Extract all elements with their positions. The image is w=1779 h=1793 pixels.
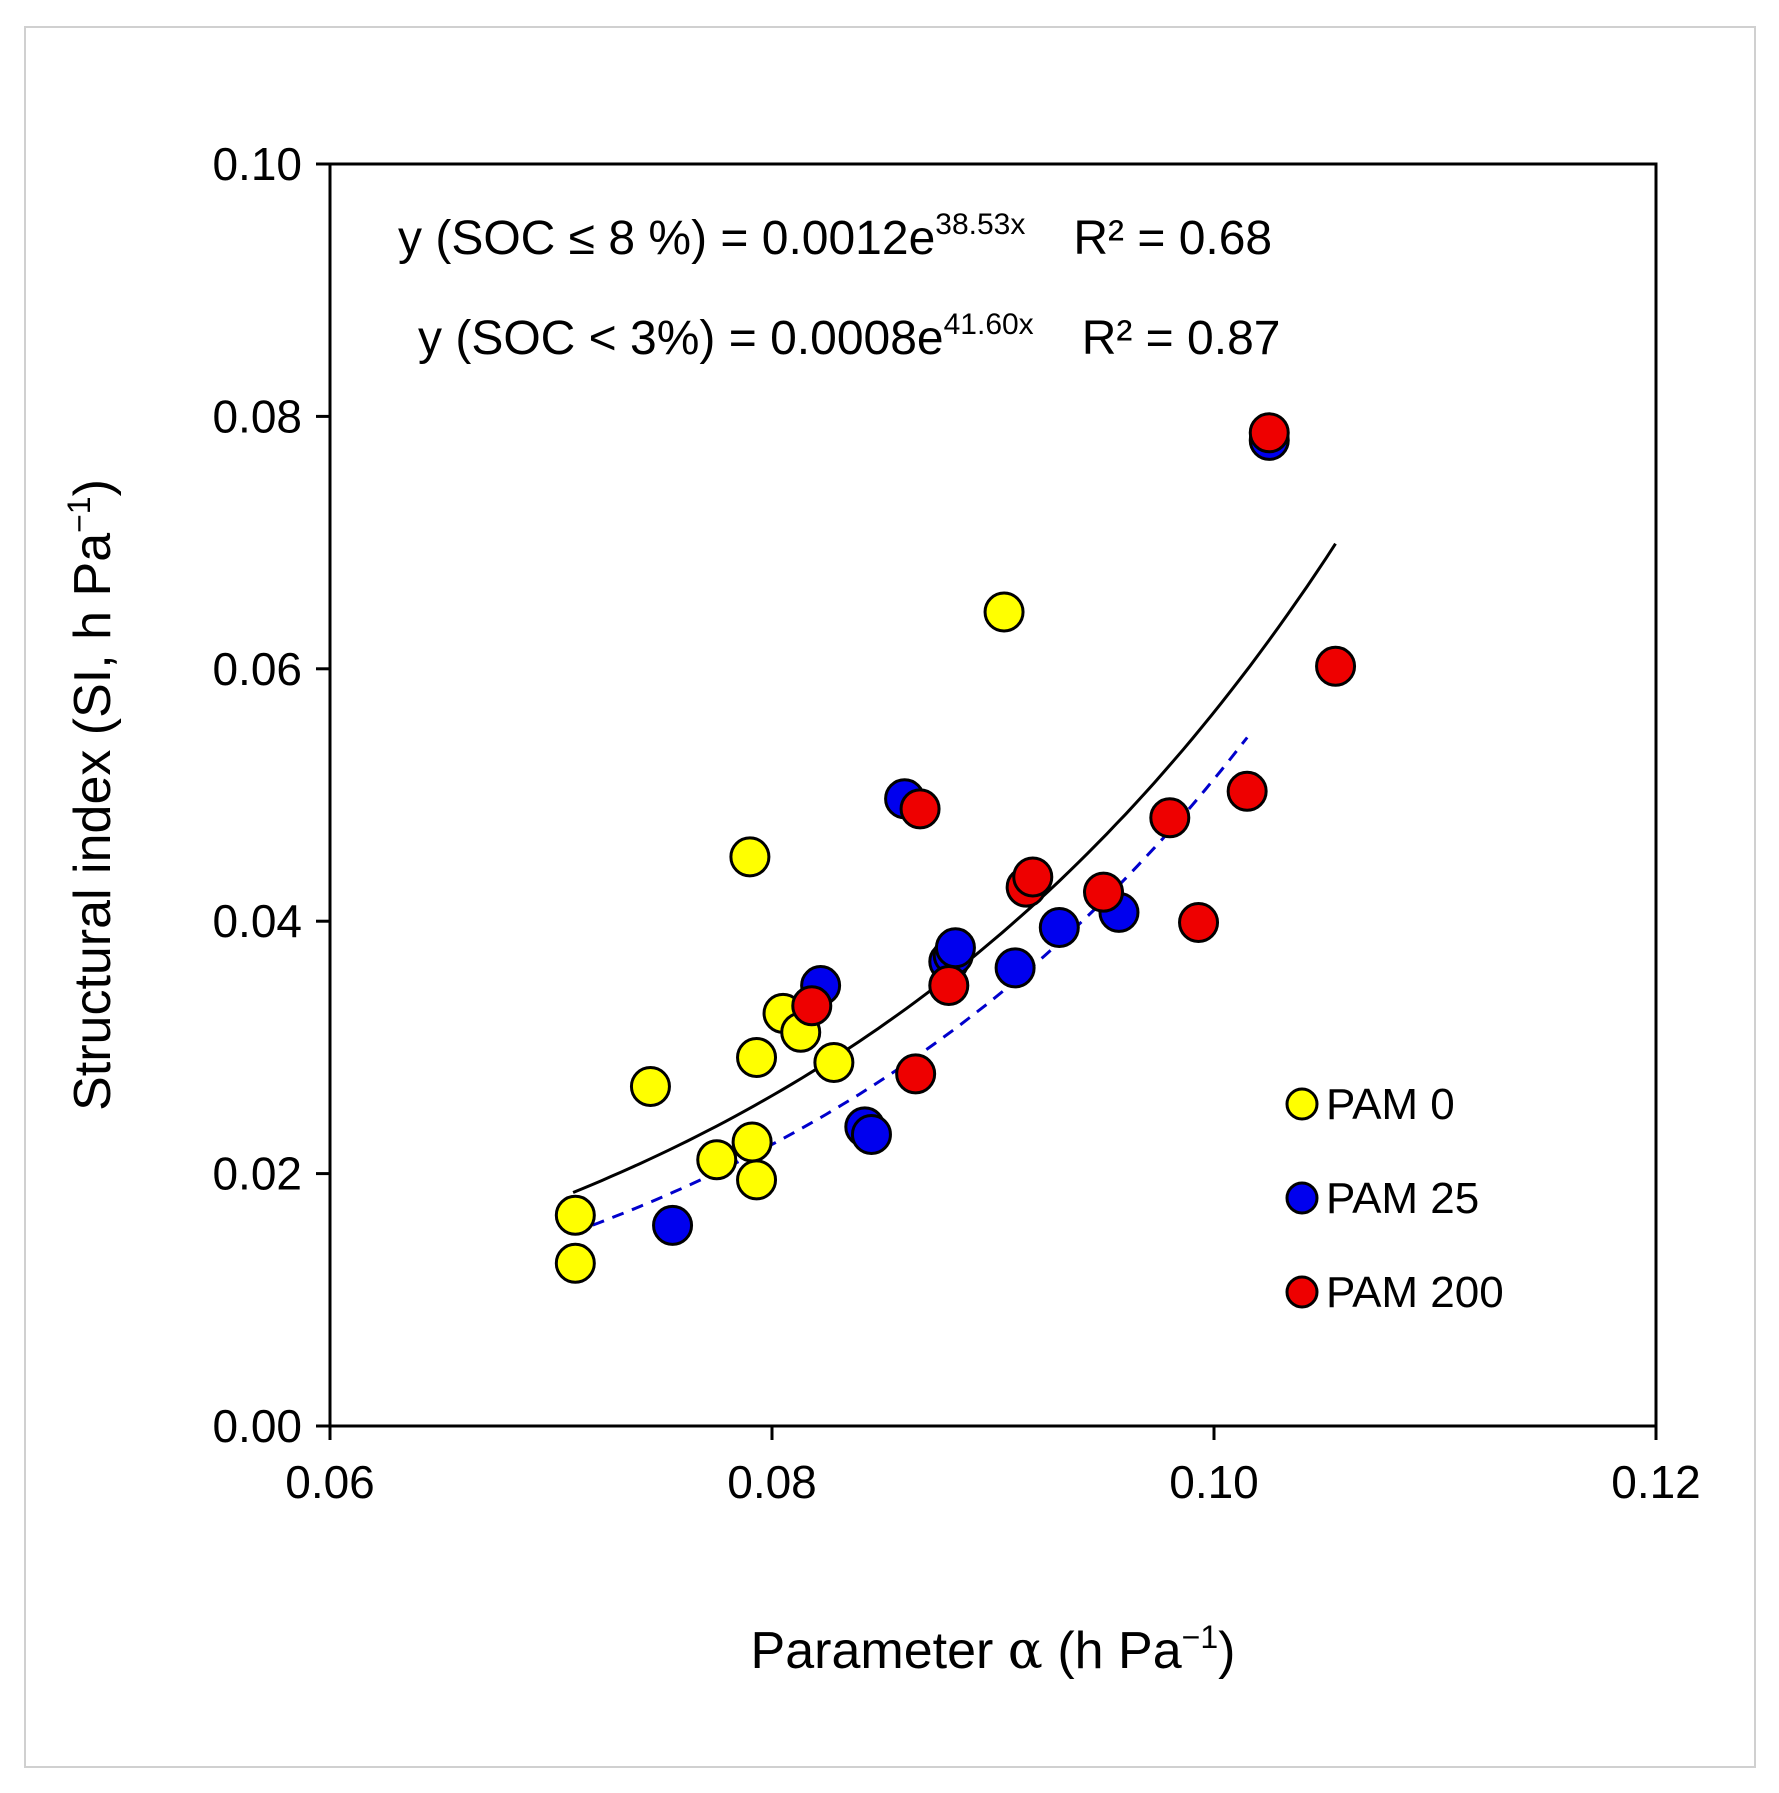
x-tick-label: 0.08 [727, 1456, 817, 1508]
x-tick-label: 0.06 [285, 1456, 375, 1508]
point-pam-200 [928, 965, 970, 1007]
point-pam-0 [696, 1139, 738, 1181]
x-axis-title-exponent: −1 [1182, 1619, 1218, 1655]
point-pam-25 [652, 1204, 694, 1246]
point-pam-25 [850, 1113, 892, 1155]
x-tick-label: 0.10 [1169, 1456, 1259, 1508]
y-tick-label: 0.04 [212, 895, 302, 947]
legend-label-pam-0: PAM 0 [1326, 1080, 1455, 1129]
equation-1-text: y (SOC ≤ 8 %) = 0.0012e [398, 212, 935, 265]
point-pam-200 [791, 985, 833, 1027]
legend: PAM 0 PAM 25 PAM 200 [1285, 1080, 1504, 1317]
fit-curve-soc-8 [572, 542, 1337, 1194]
x-tick-label: 0.12 [1611, 1456, 1701, 1508]
point-pam-0 [736, 1036, 778, 1078]
point-pam-0 [554, 1194, 596, 1236]
equation-2-exponent: 41.60x [944, 308, 1034, 341]
figure-frame [24, 26, 1756, 1768]
x-axis-title: Parameter α (h Pa−1) [751, 1619, 1236, 1681]
equation-2-r2: R² = 0.87 [1082, 312, 1281, 365]
legend-marker-pam-25 [1285, 1181, 1319, 1215]
equation-2-text: y (SOC < 3%) = 0.0008e [418, 312, 944, 365]
point-pam-200 [1083, 871, 1124, 913]
x-axis-title-prefix: Parameter [751, 1622, 1008, 1680]
point-pam-200 [1248, 412, 1290, 454]
point-pam-200 [1149, 797, 1191, 839]
point-pam-25 [934, 927, 976, 969]
y-tick-label: 0.06 [212, 643, 302, 695]
point-pam-0 [736, 1159, 778, 1201]
equation-1-r2: R² = 0.68 [1073, 212, 1272, 265]
y-axis-title-exponent: −1 [61, 496, 97, 532]
fit-curves [572, 542, 1337, 1234]
point-pam-25 [1038, 907, 1080, 949]
point-pam-200 [1178, 901, 1220, 943]
y-tick-label: 0.10 [212, 138, 302, 190]
y-tick-label: 0.00 [212, 1400, 302, 1452]
point-pam-200 [895, 1053, 937, 1095]
point-pam-0 [629, 1066, 671, 1108]
legend-label-pam-200: PAM 200 [1326, 1268, 1504, 1317]
point-pam-0 [731, 1121, 773, 1163]
x-axis-title-unit: (h Pa [1043, 1622, 1182, 1680]
x-axis-title-close: ) [1218, 1622, 1235, 1680]
point-pam-0 [554, 1242, 596, 1284]
data-points [554, 412, 1357, 1284]
x-axis-title-symbol: α [1008, 1621, 1043, 1681]
legend-marker-pam-200 [1285, 1275, 1319, 1309]
point-pam-200 [1226, 770, 1268, 812]
y-tick-label: 0.08 [212, 390, 302, 442]
y-axis-title: Structural index (SI, h Pa−1) [61, 479, 122, 1111]
legend-label-pam-25: PAM 25 [1326, 1174, 1479, 1223]
point-pam-0 [729, 836, 771, 878]
y-axis-title-main: Structural index (SI, h Pa [64, 533, 122, 1111]
equation-1: y (SOC ≤ 8 %) = 0.0012e38.53x R² = 0.68 [398, 208, 1272, 265]
y-axis-title-close: ) [64, 479, 122, 496]
point-pam-200 [899, 788, 941, 830]
axis-ticks: 0.06 0.08 0.10 0.12 0.00 0.02 0.04 0.06 0.08 0.10 [212, 138, 1700, 1508]
equation-1-exponent: 38.53x [935, 208, 1025, 241]
plot-area-border [328, 162, 1658, 1428]
point-pam-200 [1315, 645, 1357, 687]
point-pam-25 [994, 947, 1036, 989]
legend-marker-pam-0 [1285, 1087, 1319, 1121]
point-pam-0 [813, 1042, 855, 1084]
point-pam-0 [983, 591, 1025, 633]
y-tick-label: 0.02 [212, 1148, 302, 1200]
equation-2: y (SOC < 3%) = 0.0008e41.60x R² = 0.87 [418, 308, 1280, 365]
point-pam-200 [1012, 856, 1054, 898]
